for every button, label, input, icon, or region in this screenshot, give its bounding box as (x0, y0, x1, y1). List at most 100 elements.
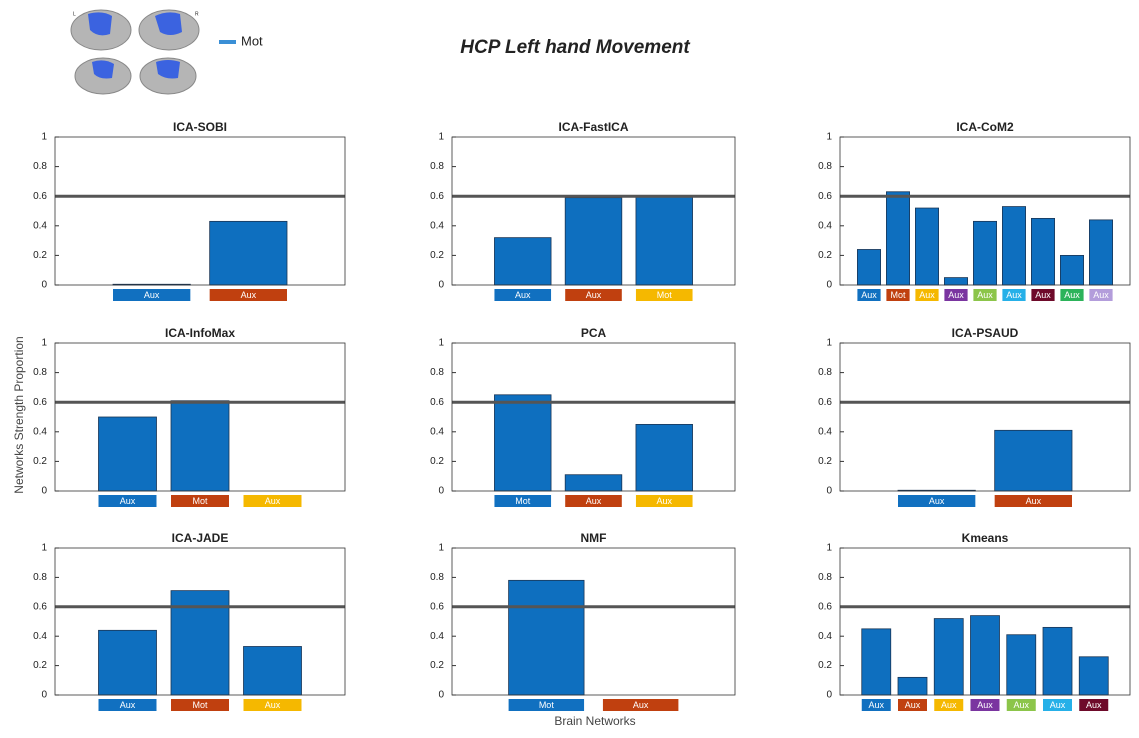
category-label-box (1060, 289, 1084, 301)
y-tick-label: 0.4 (818, 426, 832, 437)
bar (1002, 206, 1027, 286)
y-tick-label: 0.8 (430, 161, 444, 172)
subplot-title: ICA-FastICA (558, 120, 628, 134)
y-tick-label: 0.4 (430, 426, 444, 437)
bar (973, 220, 998, 286)
y-tick-label: 1 (826, 543, 832, 554)
brain-region (88, 12, 112, 36)
y-tick-label: 1 (438, 132, 444, 143)
y-tick-label: 0.6 (33, 601, 47, 612)
category-label: Aux (241, 290, 257, 300)
y-tick-label: 0 (41, 280, 47, 291)
category-label-box (857, 289, 881, 301)
bar (933, 618, 964, 696)
y-tick-label: 0.6 (818, 191, 832, 202)
category-label: Mot (657, 290, 673, 300)
y-tick-label: 0.8 (33, 367, 47, 378)
category-label: Aux (656, 496, 672, 506)
category-label-box (1031, 289, 1055, 301)
category-label-box (898, 699, 927, 711)
category-label-box (970, 699, 1000, 711)
category-label-box (635, 289, 693, 301)
brain-region (156, 60, 180, 79)
y-tick-label: 0.4 (430, 220, 444, 231)
category-label-box (994, 495, 1072, 507)
category-label: Mot (192, 496, 208, 506)
bar (508, 579, 585, 696)
plot-frame (839, 136, 1131, 286)
brain-label: L (73, 11, 76, 17)
category-label: Mot (890, 290, 906, 300)
plot-frame (451, 342, 736, 492)
bar (897, 676, 928, 696)
brain-image: L R (70, 9, 200, 95)
y-tick-label: 1 (826, 338, 832, 349)
bar (1042, 626, 1073, 696)
category-label-box (635, 495, 693, 507)
y-tick-label: 0.6 (430, 601, 444, 612)
category-label-box (508, 699, 585, 711)
bar (209, 220, 288, 286)
bar (635, 195, 693, 286)
y-tick-label: 0.8 (33, 572, 47, 583)
y-tick-label: 0.6 (818, 397, 832, 408)
brain-label: R (195, 11, 199, 17)
category-label-box (494, 289, 552, 301)
category-label: Mot (192, 700, 208, 710)
category-label-box (602, 699, 679, 711)
y-tick-label: 0.6 (430, 191, 444, 202)
bar (98, 416, 157, 492)
category-label: Aux (1064, 290, 1080, 300)
y-tick-label: 1 (41, 132, 47, 143)
bar (1089, 219, 1114, 286)
y-tick-label: 0.8 (33, 161, 47, 172)
category-label-box (898, 495, 976, 507)
bar (494, 237, 552, 286)
y-tick-label: 1 (41, 338, 47, 349)
y-tick-label: 1 (438, 338, 444, 349)
bar (861, 628, 892, 696)
plot-frame (451, 547, 736, 696)
brain-region (92, 60, 114, 79)
category-label-box (98, 699, 157, 711)
category-label-box (861, 699, 891, 711)
category-label: Aux (948, 290, 964, 300)
category-label-box (1079, 699, 1109, 711)
category-label: Aux (977, 700, 993, 710)
category-label: Aux (977, 290, 993, 300)
category-label-box (944, 289, 968, 301)
subplot-title: PCA (581, 326, 607, 340)
category-label: Aux (586, 290, 602, 300)
y-tick-label: 0.8 (818, 572, 832, 583)
y-tick-label: 0.6 (33, 191, 47, 202)
category-label-box (973, 289, 997, 301)
y-tick-label: 0.8 (818, 367, 832, 378)
category-label: Aux (941, 700, 957, 710)
y-tick-label: 0.4 (33, 426, 47, 437)
category-label: Aux (905, 700, 921, 710)
subplot: ICA-CoM2 0 0.2 0.4 0.6 0.8 1 Aux Mot Aux Aux Aux Aux… (818, 120, 1131, 301)
bar (170, 400, 230, 492)
category-label: Aux (919, 290, 935, 300)
y-tick-label: 0.2 (818, 660, 832, 671)
subplot-title: ICA-SOBI (173, 120, 227, 134)
category-label: Aux (1035, 290, 1051, 300)
category-label: Aux (515, 290, 531, 300)
y-tick-label: 0.6 (33, 397, 47, 408)
plot-frame (451, 136, 736, 286)
category-label: Aux (120, 496, 136, 506)
y-tick-label: 0.4 (430, 631, 444, 642)
subplot: NMF 0 0.2 0.4 0.6 0.8 1 Mot Aux (430, 531, 736, 711)
x-axis-label: Brain Networks (554, 714, 635, 728)
bar (564, 474, 623, 492)
y-tick-label: 0.4 (33, 220, 47, 231)
category-label-box (886, 289, 910, 301)
y-axis-label: Networks Strength Proportion (12, 336, 26, 493)
subplot-title: ICA-CoM2 (956, 120, 1014, 134)
category-label: Aux (929, 496, 945, 506)
bar (944, 277, 969, 286)
y-tick-label: 1 (826, 132, 832, 143)
category-label-box (113, 289, 191, 301)
y-tick-label: 0.2 (430, 250, 444, 261)
y-tick-label: 0.4 (818, 220, 832, 231)
